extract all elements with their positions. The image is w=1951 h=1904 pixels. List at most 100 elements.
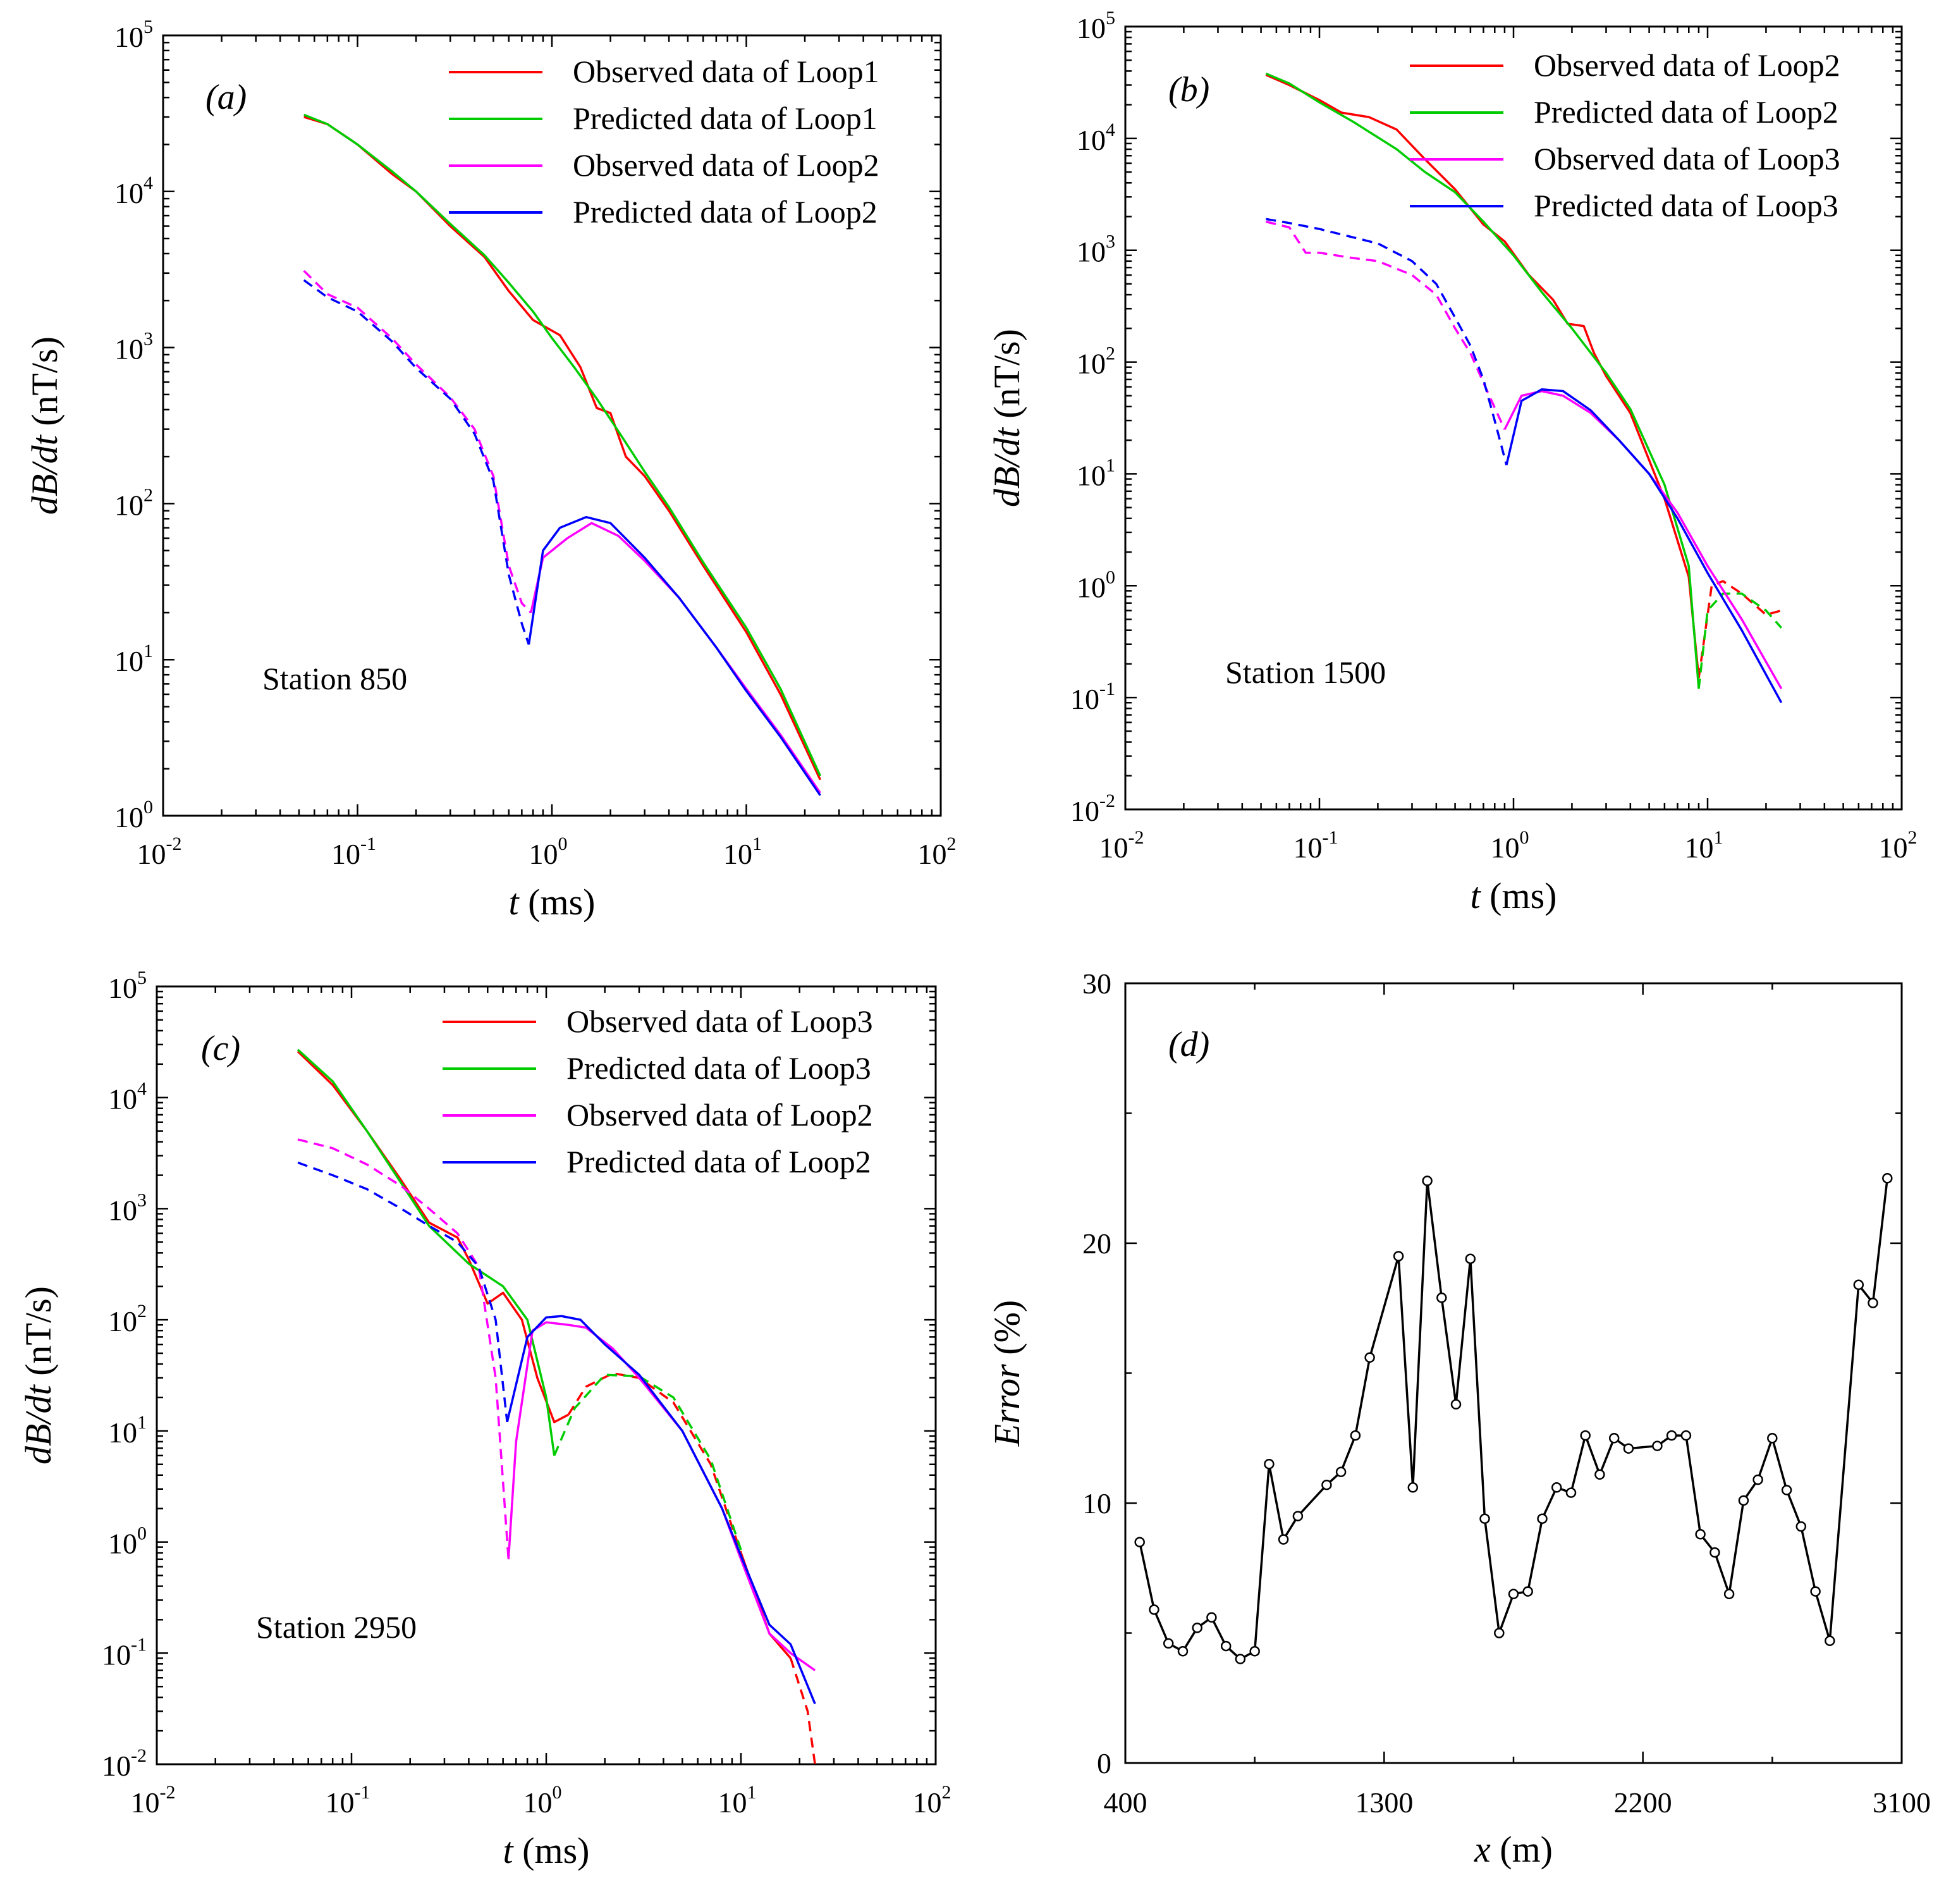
x-tick-label: 400 bbox=[1104, 1786, 1147, 1819]
data-point bbox=[1537, 1513, 1548, 1524]
y-tick-label: 104 bbox=[108, 1079, 147, 1115]
data-point bbox=[1450, 1399, 1462, 1410]
series-predicted-data-of-loop3 bbox=[1505, 388, 1783, 704]
data-point bbox=[1565, 1487, 1577, 1498]
data-point bbox=[1206, 1612, 1217, 1623]
series-predicted-data-of-loop3-dashed bbox=[1266, 218, 1508, 465]
series-observed-data-of-loop2-dashed bbox=[297, 1138, 510, 1559]
legend-label: Observed data of Loop2 bbox=[566, 1097, 873, 1133]
y-axis-title: dB/dt (nT/s) bbox=[986, 329, 1027, 507]
x-tick-label: 101 bbox=[723, 833, 762, 870]
data-point bbox=[1723, 1588, 1735, 1600]
x-tick-label: 102 bbox=[1879, 827, 1917, 864]
panel-d: 400 1300 2200 3100 0 10 20 30 x (m) Error (%) (d) bbox=[986, 967, 1931, 1870]
x-axis-title: t (ms) bbox=[1471, 875, 1557, 916]
legend-label: Predicted data of Loop3 bbox=[1534, 188, 1838, 223]
legend-label: Predicted data of Loop2 bbox=[573, 194, 878, 230]
station-annotation: Station 850 bbox=[262, 661, 407, 696]
plot-frame bbox=[1124, 982, 1903, 1764]
y-tick-label: 30 bbox=[1082, 967, 1111, 1000]
data-point bbox=[1292, 1511, 1304, 1521]
y-tick-label: 20 bbox=[1082, 1227, 1111, 1260]
series-group bbox=[1265, 72, 1783, 704]
x-tick-label: 101 bbox=[1685, 827, 1723, 864]
data-point bbox=[1134, 1537, 1145, 1547]
y-tick-label: 101 bbox=[108, 1412, 147, 1449]
data-point bbox=[1220, 1640, 1232, 1652]
series-observed-data-of-loop3-dashed bbox=[789, 1657, 816, 1765]
panel-label: (d) bbox=[1168, 1025, 1209, 1064]
series-predicted-data-of-loop3 bbox=[297, 1048, 556, 1456]
data-point bbox=[1465, 1253, 1476, 1264]
legend-label: Predicted data of Loop3 bbox=[566, 1050, 871, 1086]
series-observed-data-of-loop2-dashed bbox=[1697, 580, 1782, 679]
panel-c: 10-2 10-1 100 101 102 10-2 10-1 100 101 102 103 104… bbox=[18, 967, 951, 1871]
x-axis-title: x (m) bbox=[1474, 1829, 1553, 1870]
y-tick-label: 10-1 bbox=[102, 1634, 147, 1671]
ticks bbox=[156, 985, 937, 1766]
legend-label: Predicted data of Loop2 bbox=[1534, 94, 1838, 130]
series-predicted-data-of-loop2 bbox=[527, 515, 821, 796]
x-tick-label: 10-2 bbox=[137, 833, 182, 870]
data-point bbox=[1364, 1352, 1375, 1363]
ticks bbox=[1124, 25, 1903, 811]
data-point bbox=[1652, 1440, 1663, 1451]
data-point bbox=[1479, 1513, 1490, 1524]
y-axis-title: dB/dt (nT/s) bbox=[18, 1286, 59, 1465]
data-point bbox=[1825, 1635, 1835, 1647]
data-point bbox=[1882, 1173, 1893, 1184]
y-tick-label: 10 bbox=[1082, 1487, 1111, 1520]
series-predicted-data-of-loop3-dashed bbox=[553, 1373, 742, 1551]
data-point bbox=[1551, 1482, 1562, 1493]
series-error-line bbox=[1138, 1178, 1889, 1661]
data-point bbox=[1335, 1466, 1347, 1477]
series-group bbox=[303, 113, 821, 796]
data-point bbox=[1407, 1482, 1419, 1493]
data-point bbox=[1235, 1654, 1246, 1664]
series-observed-data-of-loop3-dashed bbox=[567, 1372, 742, 1554]
series-group bbox=[1134, 1173, 1893, 1664]
legend: Observed data of Loop3 Predicted data of … bbox=[443, 1004, 873, 1179]
series-observed-data-of-loop2-dashed bbox=[303, 270, 532, 614]
series-predicted-data-of-loop2-dashed bbox=[303, 279, 530, 645]
data-point bbox=[1494, 1628, 1505, 1638]
station-annotation: Station 1500 bbox=[1225, 654, 1386, 690]
series-observed-data-of-loop3 bbox=[740, 1552, 792, 1659]
legend-label: Observed data of Loop2 bbox=[1534, 47, 1840, 83]
data-point bbox=[1177, 1646, 1189, 1657]
data-point bbox=[1163, 1638, 1174, 1649]
y-tick-label: 102 bbox=[108, 1301, 147, 1337]
y-tick-label: 105 bbox=[1077, 8, 1115, 44]
data-point bbox=[1192, 1623, 1202, 1633]
y-tick-label: 101 bbox=[114, 641, 153, 677]
data-point bbox=[1278, 1534, 1289, 1545]
data-point bbox=[1249, 1646, 1260, 1657]
y-tick-label: 104 bbox=[1077, 120, 1115, 156]
ticks bbox=[1124, 982, 1903, 1764]
x-tick-label: 10-1 bbox=[1294, 827, 1338, 864]
series-observed-data-of-loop1 bbox=[303, 116, 821, 780]
legend-label: Observed data of Loop3 bbox=[566, 1004, 873, 1039]
data-point bbox=[1810, 1586, 1821, 1597]
legend: Observed data of Loop1 Predicted data of … bbox=[449, 54, 879, 230]
data-point bbox=[1393, 1251, 1404, 1262]
x-tick-label: 101 bbox=[718, 1782, 757, 1819]
series-predicted-data-of-loop2 bbox=[1265, 72, 1700, 689]
x-axis-title: t (ms) bbox=[503, 1830, 590, 1871]
panel-label: (c) bbox=[201, 1029, 240, 1068]
x-tick-label: 100 bbox=[529, 833, 568, 870]
series-observed-data-of-loop3-dashed bbox=[1265, 220, 1506, 430]
y-tick-label: 100 bbox=[1077, 567, 1115, 603]
legend-label: Predicted data of Loop2 bbox=[566, 1144, 871, 1179]
series-predicted-data-of-loop1 bbox=[303, 113, 821, 777]
x-axis-title: t (ms) bbox=[509, 881, 596, 923]
data-point bbox=[1608, 1433, 1620, 1444]
x-tick-label: 10-2 bbox=[131, 1782, 176, 1819]
y-tick-label: 104 bbox=[114, 173, 153, 209]
ticks bbox=[162, 34, 942, 817]
data-point bbox=[1709, 1547, 1720, 1558]
legend-label: Predicted data of Loop1 bbox=[573, 101, 878, 136]
panel-b: 10-2 10-1 100 101 102 10-2 10-1 100 101 102 103 104… bbox=[986, 8, 1917, 916]
series-predicted-data-of-loop2-dashed bbox=[1697, 593, 1783, 689]
y-tick-label: 10-2 bbox=[1070, 790, 1115, 827]
